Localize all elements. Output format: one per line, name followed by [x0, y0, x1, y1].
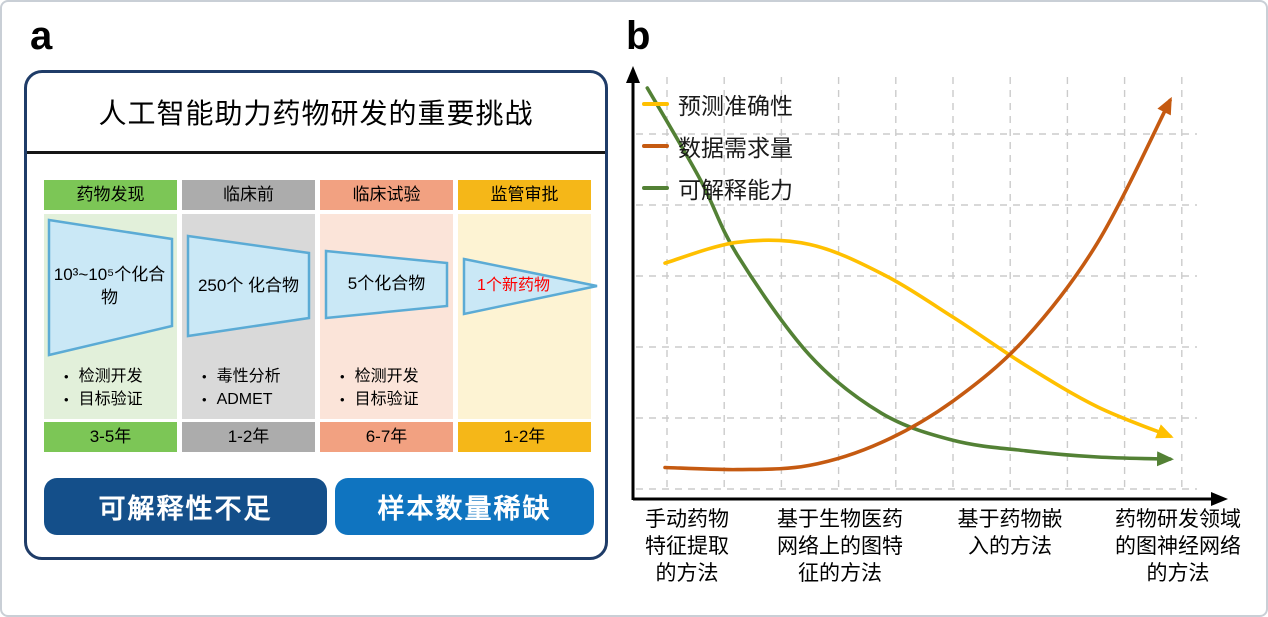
- stage-header: 药物发现: [44, 180, 177, 210]
- stage-column-drug-discovery: 药物发现 10³~10⁵个化合物 • 检测开发 • 目标验证 3-5年: [44, 180, 177, 452]
- bullet-text: 检测开发: [354, 368, 419, 385]
- legend-line-swatch: [642, 185, 669, 190]
- funnel-label: 10³~10⁵个化合物: [53, 265, 166, 307]
- legend-item: 预测准确性: [642, 88, 793, 119]
- legend-line-swatch: [642, 143, 669, 148]
- stage-body: 1个新药物: [458, 214, 598, 419]
- panel-a-title: 人工智能助力药物研发的重要挑战: [98, 98, 534, 129]
- stage-bullets: • 检测开发 • 目标验证: [320, 365, 453, 411]
- bullet-text: 目标验证: [78, 391, 143, 408]
- x-axis: [633, 492, 1228, 506]
- bullet-item: • 毒性分析: [202, 365, 315, 388]
- bullet-text: ADMET: [216, 391, 273, 408]
- legend-label: 可解释能力: [678, 176, 793, 203]
- bullet-dot-icon: •: [64, 392, 69, 407]
- legend-item: 数据需求量: [642, 130, 793, 161]
- series-line-1: [663, 96, 1172, 472]
- legend-item: 可解释能力: [642, 172, 793, 203]
- funnel-shape-icon: [47, 218, 174, 357]
- stage-duration: 6-7年: [320, 422, 453, 452]
- bullet-item: • 目标验证: [340, 388, 453, 411]
- x-axis-label: 手动药物特征提取的方法: [645, 508, 729, 585]
- stage-column-regulatory-approval: 监管审批 1个新药物 1-2年: [458, 180, 598, 452]
- x-axis-label: 基于生物医药网络上的图特征的方法: [777, 508, 903, 585]
- stage-header: 临床前: [182, 180, 315, 210]
- bullet-text: 毒性分析: [216, 368, 281, 385]
- bullet-item: • 检测开发: [64, 365, 177, 388]
- stage-body: 250个 化合物 • 毒性分析 • ADMET: [182, 214, 315, 419]
- stage-bullets: • 毒性分析 • ADMET: [182, 365, 315, 411]
- funnel-shape-icon: [324, 249, 449, 320]
- stage-body: 10³~10⁵个化合物 • 检测开发 • 目标验证: [44, 214, 177, 419]
- funnel-shape-icon: [186, 234, 311, 338]
- bullet-dot-icon: •: [202, 369, 207, 384]
- y-axis: [626, 66, 640, 500]
- pipeline-stages: 药物发现 10³~10⁵个化合物 • 检测开发 • 目标验证 3-5年 临床前: [44, 180, 598, 452]
- stage-duration: 1-2年: [182, 422, 315, 452]
- chart-legend: 预测准确性 数据需求量 可解释能力: [642, 88, 793, 214]
- bullet-text: 检测开发: [78, 368, 143, 385]
- legend-label: 数据需求量: [678, 134, 793, 161]
- bullet-dot-icon: •: [340, 369, 345, 384]
- series-line-2: [645, 86, 1174, 467]
- series-line-0: [663, 238, 1174, 439]
- bullet-dot-icon: •: [202, 392, 207, 407]
- bullet-text: 目标验证: [354, 391, 419, 408]
- bullet-item: • 目标验证: [64, 388, 177, 411]
- stage-header: 临床试验: [320, 180, 453, 210]
- chart-curves: [645, 86, 1174, 472]
- funnel-label: 1个新药物: [477, 277, 550, 295]
- legend-label: 预测准确性: [678, 92, 793, 119]
- stage-column-preclinical: 临床前 250个 化合物 • 毒性分析 • ADMET 1-2年: [182, 180, 315, 452]
- funnel-label: 250个 化合物: [197, 275, 300, 295]
- challenge-box-sample-scarcity: 样本数量稀缺: [335, 478, 594, 535]
- title-separator: [27, 151, 605, 154]
- stage-duration: 1-2年: [458, 422, 591, 452]
- stage-body: 5个化合物 • 检测开发 • 目标验证: [320, 214, 453, 419]
- panel-a-frame: 人工智能助力药物研发的重要挑战 药物发现 10³~10⁵个化合物 • 检测开发 •…: [24, 70, 608, 560]
- bullet-dot-icon: •: [340, 392, 345, 407]
- stage-duration: 3-5年: [44, 422, 177, 452]
- challenge-box-interpretability: 可解释性不足: [44, 478, 327, 535]
- stage-bullets: • 检测开发 • 目标验证: [44, 365, 177, 411]
- bullet-item: • 检测开发: [340, 365, 453, 388]
- stage-header: 监管审批: [458, 180, 591, 210]
- x-axis-label: 基于药物嵌入的方法: [957, 508, 1063, 558]
- panel-a-label: a: [30, 14, 53, 58]
- legend-line-swatch: [642, 101, 669, 106]
- bullet-dot-icon: •: [64, 369, 69, 384]
- panel-b-label: b: [626, 14, 651, 58]
- x-axis-label: 药物研发领域的图神经网络的方法: [1115, 508, 1241, 585]
- line-chart: [626, 66, 1228, 506]
- funnel-shape-icon: [462, 257, 598, 316]
- funnel-label: 5个化合物: [347, 273, 426, 293]
- stage-column-clinical-trial: 临床试验 5个化合物 • 检测开发 • 目标验证 6-7年: [320, 180, 453, 452]
- bullet-item: • ADMET: [202, 388, 315, 411]
